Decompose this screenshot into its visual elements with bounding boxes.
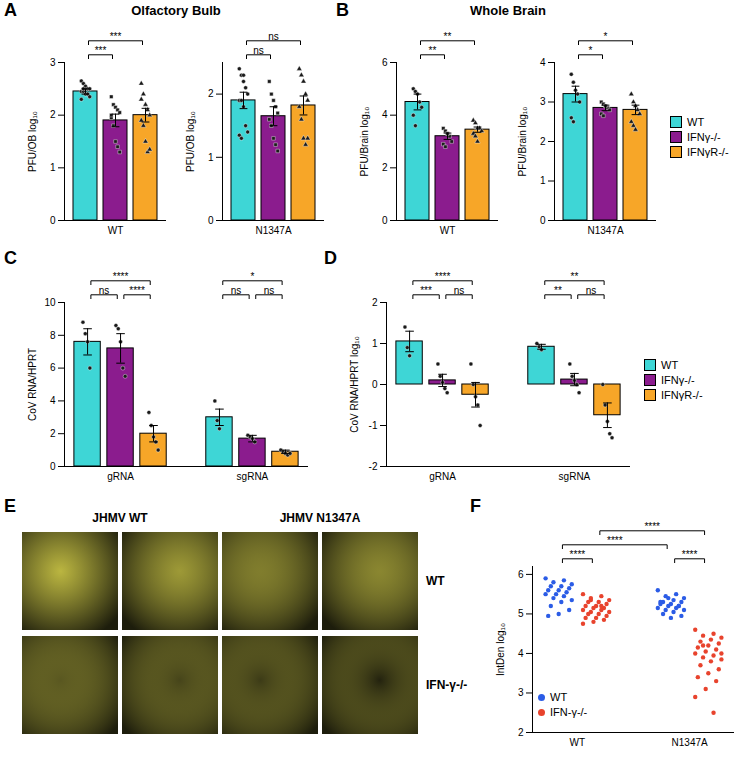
- svg-text:-2: -2: [369, 461, 378, 472]
- svg-text:N1347A: N1347A: [672, 737, 708, 748]
- svg-text:PFU/Brain log₁₀: PFU/Brain log₁₀: [359, 107, 370, 177]
- svg-text:3: 3: [50, 57, 56, 68]
- svg-text:ns: ns: [99, 285, 110, 296]
- html-text:WT: WT: [687, 116, 705, 128]
- svg-text:0: 0: [50, 215, 56, 226]
- svg-text:6: 6: [50, 362, 56, 373]
- html-text:IFNγR-/-: IFNγR-/-: [687, 146, 729, 158]
- svg-text:PFU/OB log₁₀: PFU/OB log₁₀: [185, 111, 196, 172]
- svg-text:JHMV N1347A: JHMV N1347A: [280, 511, 361, 525]
- svg-text:***: ***: [95, 45, 107, 56]
- svg-text:**: **: [429, 45, 437, 56]
- svg-text:5: 5: [518, 608, 524, 619]
- svg-text:0: 0: [382, 215, 388, 226]
- svg-text:0: 0: [50, 461, 56, 472]
- svg-text:**: **: [554, 285, 562, 296]
- svg-text:1: 1: [372, 338, 378, 349]
- svg-text:****: ****: [682, 549, 698, 560]
- svg-text:3: 3: [540, 96, 546, 107]
- svg-text:ns: ns: [268, 31, 279, 42]
- svg-text:3: 3: [518, 687, 524, 698]
- svg-text:4: 4: [540, 57, 546, 68]
- svg-text:****: ****: [435, 271, 451, 282]
- svg-text:WT: WT: [570, 737, 586, 748]
- svg-text:WT: WT: [426, 574, 445, 588]
- svg-text:****: ****: [607, 535, 623, 546]
- svg-text:PFU/Brain log₁₀: PFU/Brain log₁₀: [517, 107, 528, 177]
- html-text:IFNγ-/-: IFNγ-/-: [687, 131, 721, 143]
- svg-text:ns: ns: [231, 285, 242, 296]
- svg-text:CoV RNA/HPRT log₁₀: CoV RNA/HPRT log₁₀: [349, 336, 360, 433]
- svg-text:IntDen log₁₀: IntDen log₁₀: [495, 623, 506, 676]
- svg-text:CoV RNA/HPRT: CoV RNA/HPRT: [27, 348, 38, 421]
- svg-text:2: 2: [372, 297, 378, 308]
- svg-text:****: ****: [113, 271, 129, 282]
- svg-text:N1347A: N1347A: [587, 225, 623, 236]
- svg-text:2: 2: [540, 136, 546, 147]
- svg-text:4: 4: [50, 395, 56, 406]
- svg-text:WT: WT: [440, 225, 456, 236]
- svg-text:JHMV WT: JHMV WT: [92, 511, 148, 525]
- svg-text:gRNA: gRNA: [107, 471, 134, 482]
- svg-text:***: ***: [110, 31, 122, 42]
- svg-text:*: *: [250, 271, 254, 282]
- svg-text:2: 2: [50, 109, 56, 120]
- svg-text:sgRNA: sgRNA: [559, 471, 591, 482]
- svg-text:-1: -1: [369, 420, 378, 431]
- svg-text:0: 0: [372, 379, 378, 390]
- svg-text:**: **: [444, 31, 452, 42]
- svg-text:ns: ns: [264, 285, 275, 296]
- svg-text:gRNA: gRNA: [429, 471, 456, 482]
- html-text:IFN-γ-/-: IFN-γ-/-: [550, 706, 588, 718]
- svg-text:****: ****: [570, 549, 586, 560]
- svg-text:1: 1: [540, 175, 546, 186]
- svg-text:IFN-γ-/-: IFN-γ-/-: [426, 678, 467, 692]
- svg-text:6: 6: [382, 57, 388, 68]
- html-text:Whole Brain: Whole Brain: [470, 3, 546, 18]
- svg-text:2: 2: [518, 727, 524, 738]
- html-text:C: C: [4, 248, 17, 268]
- svg-text:1: 1: [50, 162, 56, 173]
- svg-text:N1347A: N1347A: [255, 225, 291, 236]
- svg-text:2: 2: [382, 162, 388, 173]
- svg-text:****: ****: [644, 521, 660, 532]
- svg-text:10: 10: [44, 297, 56, 308]
- svg-text:4: 4: [382, 109, 388, 120]
- svg-text:WT: WT: [108, 225, 124, 236]
- html-text:E: E: [4, 496, 16, 516]
- html-text:WT: WT: [550, 691, 568, 703]
- svg-text:1: 1: [208, 152, 214, 163]
- html-text:IFNγR-/-: IFNγR-/-: [661, 389, 703, 401]
- html-text:WT: WT: [661, 359, 679, 371]
- svg-text:6: 6: [518, 569, 524, 580]
- html-text:Olfactory Bulb: Olfactory Bulb: [131, 3, 221, 18]
- html-text:IFNγ-/-: IFNγ-/-: [661, 374, 695, 386]
- svg-text:*: *: [604, 31, 608, 42]
- svg-text:2: 2: [208, 88, 214, 99]
- svg-text:0: 0: [540, 215, 546, 226]
- svg-text:ns: ns: [253, 45, 264, 56]
- svg-text:***: ***: [420, 285, 432, 296]
- html-text:D: D: [324, 248, 337, 268]
- svg-text:*: *: [589, 45, 593, 56]
- html-text:B: B: [336, 0, 349, 20]
- svg-text:4: 4: [518, 648, 524, 659]
- svg-text:8: 8: [50, 330, 56, 341]
- html-text:A: A: [4, 0, 17, 20]
- svg-text:ns: ns: [454, 285, 465, 296]
- svg-text:**: **: [571, 271, 579, 282]
- svg-text:****: ****: [129, 285, 145, 296]
- svg-text:2: 2: [50, 428, 56, 439]
- svg-text:ns: ns: [586, 285, 597, 296]
- svg-text:sgRNA: sgRNA: [237, 471, 269, 482]
- svg-text:PFU/OB log₁₀: PFU/OB log₁₀: [27, 111, 38, 172]
- html-text:F: F: [470, 496, 481, 516]
- svg-text:0: 0: [208, 215, 214, 226]
